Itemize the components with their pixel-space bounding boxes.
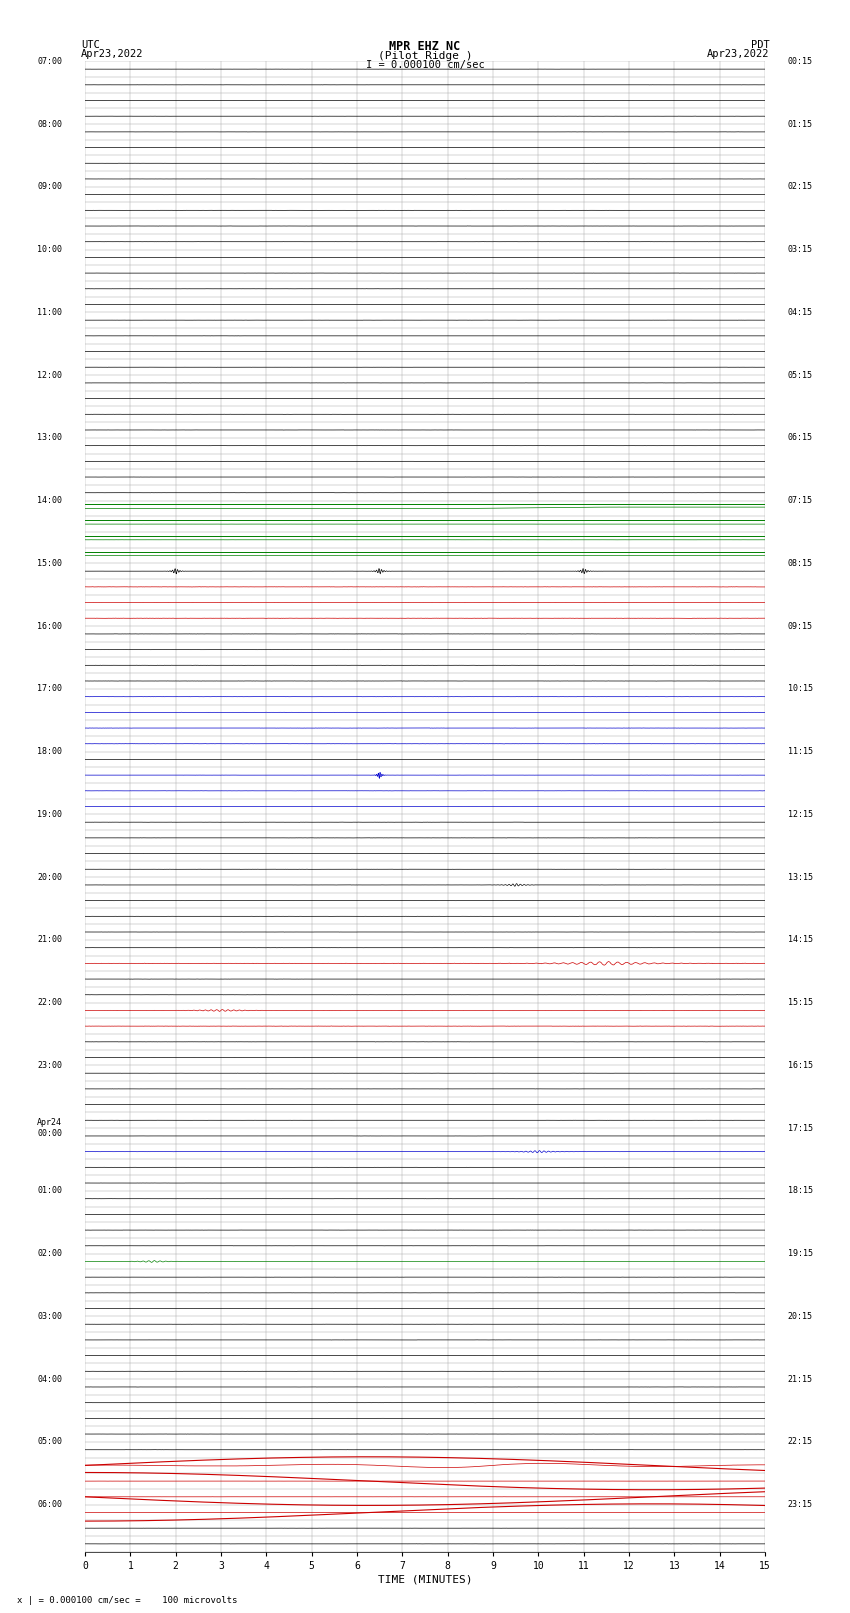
Text: 18:15: 18:15: [788, 1187, 813, 1195]
Text: 02:00: 02:00: [37, 1248, 62, 1258]
Text: 09:00: 09:00: [37, 182, 62, 192]
Text: 08:15: 08:15: [788, 558, 813, 568]
Text: Apr24
00:00: Apr24 00:00: [37, 1118, 62, 1137]
Text: 05:15: 05:15: [788, 371, 813, 379]
Text: 16:15: 16:15: [788, 1061, 813, 1069]
Text: 03:15: 03:15: [788, 245, 813, 255]
Text: 18:00: 18:00: [37, 747, 62, 756]
Text: 03:00: 03:00: [37, 1311, 62, 1321]
Text: PDT: PDT: [751, 39, 769, 50]
Text: 15:15: 15:15: [788, 998, 813, 1007]
Text: 22:00: 22:00: [37, 998, 62, 1007]
Text: 13:15: 13:15: [788, 873, 813, 882]
Text: 22:15: 22:15: [788, 1437, 813, 1447]
Text: 06:00: 06:00: [37, 1500, 62, 1510]
Text: 11:00: 11:00: [37, 308, 62, 316]
Text: 15:00: 15:00: [37, 558, 62, 568]
Text: UTC: UTC: [81, 39, 99, 50]
Text: 02:15: 02:15: [788, 182, 813, 192]
Text: 23:00: 23:00: [37, 1061, 62, 1069]
Text: MPR EHZ NC: MPR EHZ NC: [389, 39, 461, 53]
Text: (Pilot Ridge ): (Pilot Ridge ): [377, 50, 473, 61]
Text: 23:15: 23:15: [788, 1500, 813, 1510]
Text: Apr23,2022: Apr23,2022: [706, 50, 769, 60]
Text: 12:15: 12:15: [788, 810, 813, 819]
Text: 13:00: 13:00: [37, 434, 62, 442]
Text: 16:00: 16:00: [37, 621, 62, 631]
Text: 01:00: 01:00: [37, 1187, 62, 1195]
Text: 14:15: 14:15: [788, 936, 813, 944]
Text: 21:15: 21:15: [788, 1374, 813, 1384]
Text: 07:00: 07:00: [37, 56, 62, 66]
Text: 20:15: 20:15: [788, 1311, 813, 1321]
Text: I = 0.000100 cm/sec: I = 0.000100 cm/sec: [366, 60, 484, 71]
Text: 04:15: 04:15: [788, 308, 813, 316]
Text: 07:15: 07:15: [788, 497, 813, 505]
Text: 01:15: 01:15: [788, 119, 813, 129]
Text: 12:00: 12:00: [37, 371, 62, 379]
Text: 08:00: 08:00: [37, 119, 62, 129]
Text: 05:00: 05:00: [37, 1437, 62, 1447]
Text: 10:15: 10:15: [788, 684, 813, 694]
Text: 09:15: 09:15: [788, 621, 813, 631]
Text: 14:00: 14:00: [37, 497, 62, 505]
X-axis label: TIME (MINUTES): TIME (MINUTES): [377, 1574, 473, 1586]
Text: 00:15: 00:15: [788, 56, 813, 66]
Text: 19:15: 19:15: [788, 1248, 813, 1258]
Text: Apr23,2022: Apr23,2022: [81, 50, 144, 60]
Text: 20:00: 20:00: [37, 873, 62, 882]
Text: 17:00: 17:00: [37, 684, 62, 694]
Text: 06:15: 06:15: [788, 434, 813, 442]
Text: 04:00: 04:00: [37, 1374, 62, 1384]
Text: 21:00: 21:00: [37, 936, 62, 944]
Text: 10:00: 10:00: [37, 245, 62, 255]
Text: x | = 0.000100 cm/sec =    100 microvolts: x | = 0.000100 cm/sec = 100 microvolts: [17, 1595, 237, 1605]
Text: 19:00: 19:00: [37, 810, 62, 819]
Text: 11:15: 11:15: [788, 747, 813, 756]
Text: 17:15: 17:15: [788, 1124, 813, 1132]
